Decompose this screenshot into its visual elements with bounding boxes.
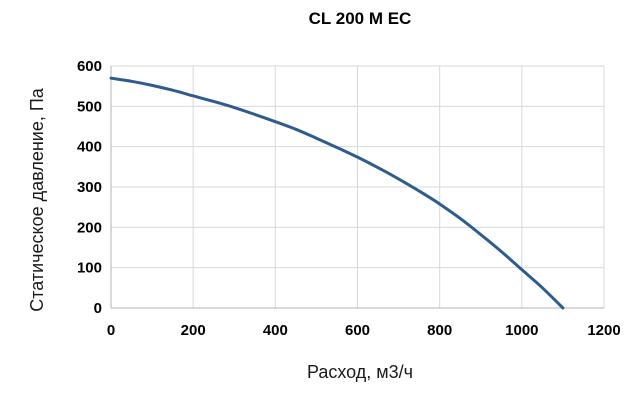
series-group	[109, 76, 565, 310]
x-tick-label: 0	[107, 322, 115, 339]
series-line-0	[109, 76, 565, 310]
y-tick-label: 600	[77, 58, 102, 75]
y-tick-labels: 0 100 200 300 400 500 600	[77, 58, 102, 317]
y-tick-label: 300	[77, 179, 102, 196]
y-axis-label: Статическое давление, Па	[27, 87, 47, 312]
y-tick-label: 0	[94, 300, 102, 317]
x-tick-label: 1200	[587, 322, 620, 339]
x-tick-label: 400	[263, 322, 288, 339]
chart-title: CL 200 M EC	[309, 9, 412, 28]
axes	[110, 66, 604, 309]
x-tick-labels: 0 200 400 600 800 1000 1200	[107, 322, 621, 339]
y-tick-label: 400	[77, 139, 102, 156]
y-tick-label: 100	[77, 260, 102, 277]
y-tick-label: 200	[77, 219, 102, 236]
x-tick-label: 200	[181, 322, 206, 339]
x-tick-label: 800	[427, 322, 452, 339]
y-tick-label: 500	[77, 98, 102, 115]
x-tick-label: 1000	[505, 322, 538, 339]
x-axis-label: Расход, м3/ч	[307, 362, 413, 382]
x-tick-label: 600	[345, 322, 370, 339]
